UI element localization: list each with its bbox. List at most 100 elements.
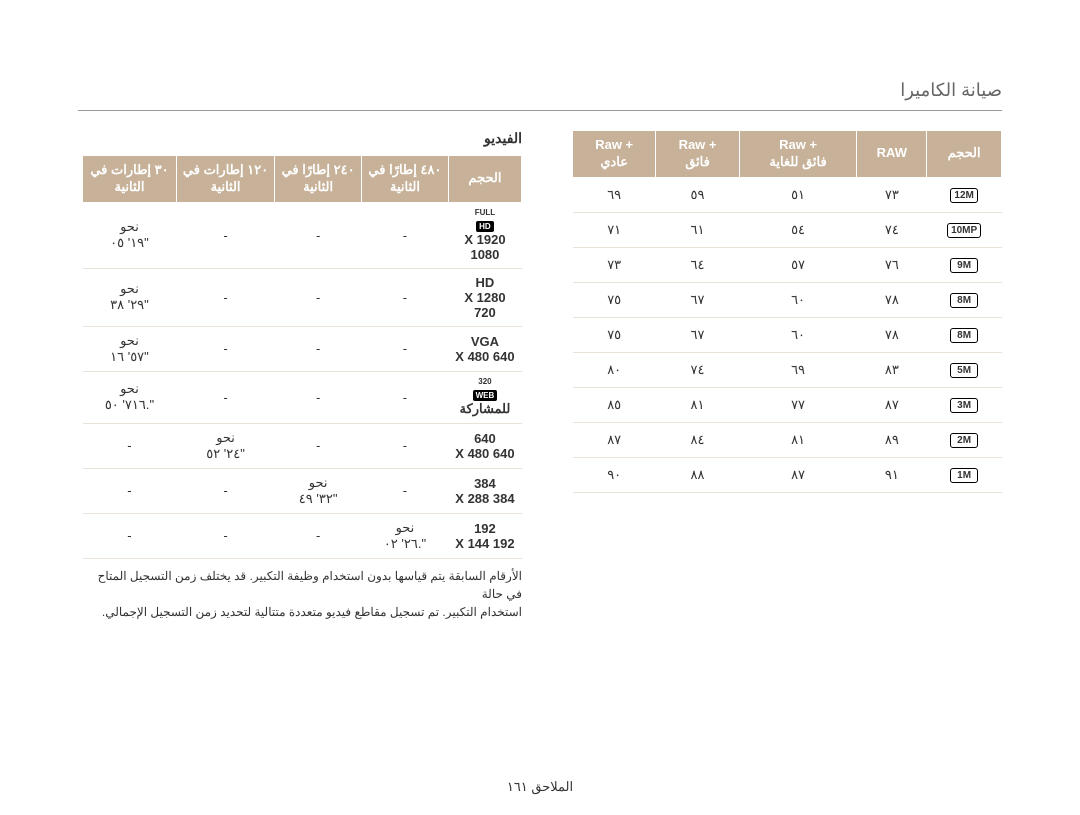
approx-label: نحو: [87, 219, 173, 235]
fps-cell: -: [275, 268, 362, 326]
value-cell: ٨٩: [857, 422, 927, 457]
fps-cell: -: [176, 468, 274, 513]
table-row: HD1280 X 720---نحو٢٩' ٣٨": [83, 268, 522, 326]
resolution-cell: 384384 X 288: [448, 468, 521, 513]
approx-label: نحو: [180, 430, 270, 446]
fps-cell: نحو٣٢' ٤٩": [275, 468, 362, 513]
raw-th-size: الحجم: [927, 131, 1002, 178]
value-cell: ٦٠: [739, 282, 857, 317]
resolution-cell: FULLHD1920 X 1080: [448, 202, 521, 268]
value-cell: ٧٨: [857, 282, 927, 317]
fps-cell: نحو٧١٦' ٥٠.": [83, 371, 177, 423]
fps-cell: -: [275, 423, 362, 468]
table-row: 9M٧٦٥٧٦٤٧٣: [573, 247, 1002, 282]
value-cell: ٦٩: [573, 177, 656, 212]
resolution-sub: 640 X 480: [452, 349, 517, 364]
size-icon: 8M: [950, 328, 978, 343]
fps-cell: -: [176, 326, 274, 371]
value-cell: ٨١: [656, 387, 739, 422]
size-icon: 10MP: [947, 223, 981, 238]
size-icon: 9M: [950, 258, 978, 273]
video-table-block: الفيديو الحجم ٤٨٠ إطارًا في الثانية ٢٤٠ …: [82, 130, 522, 621]
value-cell: ٨٨: [656, 457, 739, 492]
resolution-sub: 1280 X 720: [452, 290, 517, 320]
time-value: ٣٢' ٤٩": [279, 491, 358, 507]
fps-cell: -: [83, 468, 177, 513]
video-section-title: الفيديو: [82, 130, 522, 147]
size-icon: 5M: [950, 363, 978, 378]
time-value: ٧١٦' ٥٠.": [87, 397, 173, 413]
fps-cell: -: [176, 268, 274, 326]
size-icon: 8M: [950, 293, 978, 308]
size-cell: 8M: [927, 317, 1002, 352]
resolution-sub: 192 X 144: [452, 536, 517, 551]
value-cell: ٧٥: [573, 317, 656, 352]
approx-label: نحو: [87, 281, 173, 297]
fps-cell: -: [275, 202, 362, 268]
resolution-main: 640: [452, 431, 517, 446]
video-th-120: ١٢٠ إطارات في الثانية: [176, 156, 274, 203]
table-row: 8M٧٨٦٠٦٧٧٥: [573, 282, 1002, 317]
size-cell: 1M: [927, 457, 1002, 492]
fps-cell: -: [362, 423, 449, 468]
footnote-line1: الأرقام السابقة يتم قياسها بدون استخدام …: [98, 569, 522, 601]
video-th-240: ٢٤٠ إطارًا في الثانية: [275, 156, 362, 203]
value-cell: ٧٨: [857, 317, 927, 352]
value-cell: ٨٧: [857, 387, 927, 422]
value-cell: ٦١: [656, 212, 739, 247]
rule-top: [78, 110, 1002, 111]
value-cell: ٥٩: [656, 177, 739, 212]
size-icon: 12M: [950, 188, 978, 203]
fps-cell: نحو٢٤' ٥٢": [176, 423, 274, 468]
fps-cell: -: [275, 326, 362, 371]
value-cell: ٥٧: [739, 247, 857, 282]
resolution-sub: 1920 X 1080: [452, 232, 517, 262]
raw-th-normal: + Raw عادي: [573, 131, 656, 178]
time-value: ٢٦' ٠٢.": [366, 536, 445, 552]
fps-cell: نحو٢٩' ٣٨": [83, 268, 177, 326]
fps-cell: -: [362, 468, 449, 513]
value-cell: ٥١: [739, 177, 857, 212]
fps-cell: نحو٢٦' ٠٢.": [362, 513, 449, 558]
fps-cell: نحو١٩' ٠٥": [83, 202, 177, 268]
table-row: 2M٨٩٨١٨٤٨٧: [573, 422, 1002, 457]
resolution-sub: 384 X 288: [452, 491, 517, 506]
resolution-cell: HD1280 X 720: [448, 268, 521, 326]
value-cell: ٨٣: [857, 352, 927, 387]
video-th-30: ٣٠ إطارات في الثانية: [83, 156, 177, 203]
footnote-line2: استخدام التكبير. تم تسجيل مقاطع فيديو مت…: [102, 605, 522, 619]
fps-cell: -: [176, 202, 274, 268]
raw-th-raw: RAW: [857, 131, 927, 178]
fps-cell: -: [83, 423, 177, 468]
fps-cell: -: [362, 371, 449, 423]
table-row: 5M٨٣٦٩٧٤٨٠: [573, 352, 1002, 387]
resolution-main: FULLHD: [452, 209, 517, 232]
value-cell: ٦٩: [739, 352, 857, 387]
table-row: VGA640 X 480---نحو٥٧' ١٦": [83, 326, 522, 371]
resolution-sub: للمشاركة: [452, 401, 517, 417]
size-cell: 9M: [927, 247, 1002, 282]
value-cell: ٧٧: [739, 387, 857, 422]
resolution-main: HD: [452, 275, 517, 290]
table-row: 8M٧٨٦٠٦٧٧٥: [573, 317, 1002, 352]
value-cell: ٨٧: [739, 457, 857, 492]
raw-table-block: الحجم RAW + Raw فائق للغاية + Raw فائق +…: [572, 130, 1002, 621]
fps-cell: -: [176, 371, 274, 423]
value-cell: ٧٣: [573, 247, 656, 282]
resolution-main: 384: [452, 476, 517, 491]
fps-cell: -: [275, 371, 362, 423]
value-cell: ٨٤: [656, 422, 739, 457]
video-th-size: الحجم: [448, 156, 521, 203]
value-cell: ٨٠: [573, 352, 656, 387]
value-cell: ٩١: [857, 457, 927, 492]
video-footnote: الأرقام السابقة يتم قياسها بدون استخدام …: [82, 567, 522, 621]
time-value: ٢٩' ٣٨": [87, 297, 173, 313]
value-cell: ٧٦: [857, 247, 927, 282]
resolution-main: 320WEB: [452, 378, 517, 401]
video-th-480: ٤٨٠ إطارًا في الثانية: [362, 156, 449, 203]
table-row: FULLHD1920 X 1080---نحو١٩' ٠٥": [83, 202, 522, 268]
table-row: 320WEBللمشاركة---نحو٧١٦' ٥٠.": [83, 371, 522, 423]
raw-th-fine: + Raw فائق: [656, 131, 739, 178]
value-cell: ٥٤: [739, 212, 857, 247]
size-icon: 2M: [950, 433, 978, 448]
